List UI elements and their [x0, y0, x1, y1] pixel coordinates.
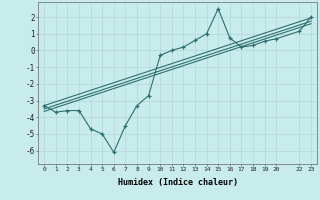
- X-axis label: Humidex (Indice chaleur): Humidex (Indice chaleur): [118, 178, 238, 187]
